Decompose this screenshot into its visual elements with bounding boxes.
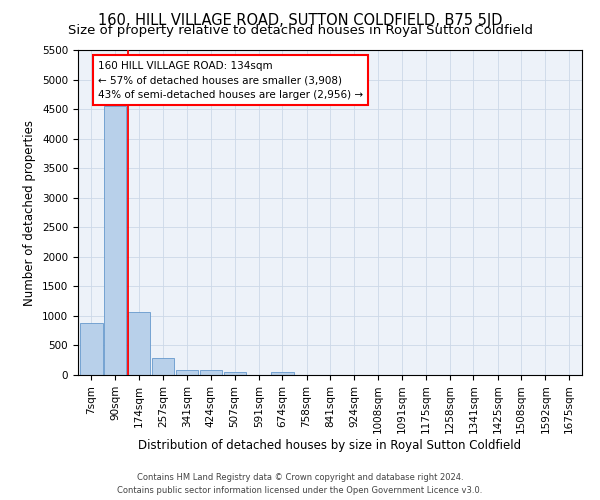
Bar bbox=[176, 370, 198, 375]
Bar bbox=[224, 372, 246, 375]
Bar bbox=[128, 312, 151, 375]
Bar bbox=[80, 323, 103, 375]
X-axis label: Distribution of detached houses by size in Royal Sutton Coldfield: Distribution of detached houses by size … bbox=[139, 439, 521, 452]
Bar bbox=[271, 372, 293, 375]
Bar bbox=[200, 370, 222, 375]
Text: Size of property relative to detached houses in Royal Sutton Coldfield: Size of property relative to detached ho… bbox=[67, 24, 533, 37]
Bar bbox=[152, 358, 174, 375]
Y-axis label: Number of detached properties: Number of detached properties bbox=[23, 120, 37, 306]
Text: 160, HILL VILLAGE ROAD, SUTTON COLDFIELD, B75 5JD: 160, HILL VILLAGE ROAD, SUTTON COLDFIELD… bbox=[98, 12, 502, 28]
Bar bbox=[104, 106, 127, 375]
Text: 160 HILL VILLAGE ROAD: 134sqm
← 57% of detached houses are smaller (3,908)
43% o: 160 HILL VILLAGE ROAD: 134sqm ← 57% of d… bbox=[98, 60, 363, 100]
Text: Contains HM Land Registry data © Crown copyright and database right 2024.
Contai: Contains HM Land Registry data © Crown c… bbox=[118, 474, 482, 495]
